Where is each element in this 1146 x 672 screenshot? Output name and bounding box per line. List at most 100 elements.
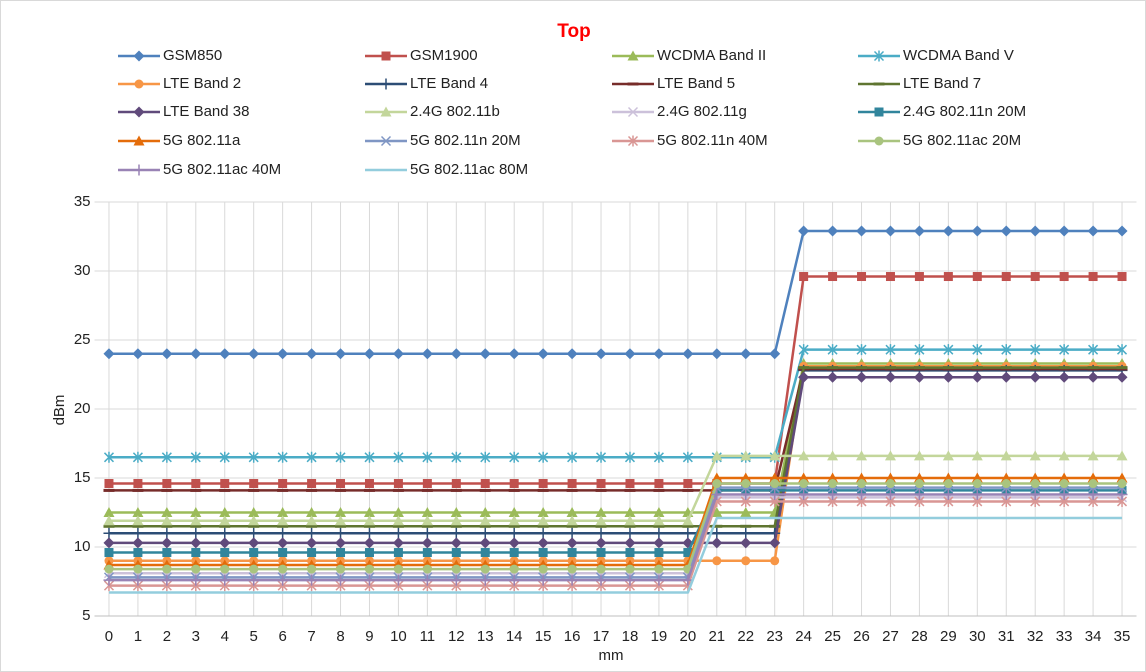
- marker: [538, 451, 549, 463]
- series-line: [108, 454, 1123, 523]
- marker: [1000, 371, 1012, 383]
- marker: [451, 479, 461, 489]
- marker: [277, 574, 289, 586]
- marker: [103, 537, 115, 549]
- marker: [381, 51, 391, 61]
- marker: [392, 574, 404, 586]
- marker: [479, 507, 491, 517]
- y-tick-label: 10: [74, 538, 91, 555]
- marker: [422, 564, 432, 574]
- marker: [161, 515, 173, 526]
- marker: [380, 135, 392, 147]
- marker: [161, 527, 173, 539]
- marker: [740, 527, 752, 539]
- marker: [132, 451, 143, 463]
- marker: [480, 451, 491, 463]
- marker: [913, 489, 925, 501]
- marker: [1116, 344, 1128, 356]
- legend-label: LTE Band 2: [163, 75, 241, 92]
- x-tick-label: 22: [737, 628, 754, 645]
- marker: [335, 527, 347, 539]
- marker: [277, 527, 289, 539]
- x-tick-label: 19: [651, 628, 668, 645]
- legend-item: 5G 802.11ac 20M: [858, 132, 1021, 149]
- x-tick-label: 3: [192, 628, 200, 645]
- series: [103, 450, 1128, 526]
- marker: [306, 537, 318, 549]
- marker: [943, 344, 954, 356]
- marker: [133, 564, 143, 574]
- marker: [653, 537, 665, 549]
- marker: [162, 564, 172, 574]
- marker: [1001, 344, 1012, 356]
- marker: [508, 574, 520, 586]
- marker: [653, 507, 665, 517]
- marker: [595, 451, 607, 463]
- marker: [450, 537, 462, 549]
- marker: [307, 564, 317, 574]
- marker: [248, 507, 260, 517]
- marker: [219, 527, 231, 539]
- marker: [421, 537, 433, 549]
- marker: [1088, 272, 1098, 282]
- marker: [913, 371, 925, 383]
- legend-item: 5G 802.11ac 40M: [118, 161, 281, 178]
- legend-item: 2.4G 802.11b: [365, 103, 500, 120]
- marker: [884, 371, 896, 383]
- marker: [363, 507, 375, 517]
- marker: [421, 507, 433, 517]
- marker: [654, 564, 664, 574]
- marker: [1059, 272, 1069, 282]
- x-tick-label: 32: [1027, 628, 1044, 645]
- marker: [421, 515, 433, 526]
- marker: [566, 348, 578, 360]
- marker: [219, 537, 231, 549]
- marker: [798, 344, 809, 356]
- marker: [161, 348, 173, 360]
- legend-item: LTE Band 4: [365, 75, 488, 92]
- marker: [248, 574, 260, 586]
- marker: [624, 515, 636, 526]
- legend-item: LTE Band 2: [118, 75, 241, 92]
- marker: [336, 479, 346, 489]
- legend-label: WCDMA Band II: [657, 47, 766, 64]
- marker: [1087, 489, 1099, 501]
- marker: [654, 479, 664, 489]
- marker: [219, 507, 231, 517]
- marker: [134, 79, 144, 89]
- marker: [625, 548, 635, 558]
- x-tick-label: 6: [278, 628, 286, 645]
- marker: [306, 451, 317, 463]
- marker: [885, 479, 895, 489]
- marker: [625, 479, 635, 489]
- marker: [1029, 225, 1041, 237]
- marker: [307, 548, 317, 558]
- marker: [451, 564, 461, 574]
- marker: [624, 507, 636, 517]
- marker: [1059, 344, 1070, 356]
- marker: [1088, 344, 1099, 356]
- marker: [190, 574, 202, 586]
- marker: [595, 574, 607, 586]
- marker: [971, 371, 983, 383]
- x-tick-label: 17: [593, 628, 610, 645]
- marker: [595, 348, 607, 360]
- marker: [306, 507, 318, 517]
- marker: [827, 450, 839, 461]
- marker: [306, 515, 318, 526]
- marker: [538, 564, 548, 574]
- marker: [363, 348, 375, 360]
- marker: [711, 450, 723, 461]
- marker: [596, 564, 606, 574]
- x-tick-label: 9: [365, 628, 373, 645]
- marker: [856, 489, 868, 501]
- legend-item: LTE Band 38: [118, 103, 249, 120]
- series-line: [108, 482, 1123, 571]
- marker: [537, 348, 549, 360]
- marker: [769, 348, 781, 360]
- marker: [190, 537, 202, 549]
- marker: [884, 450, 896, 461]
- series-line: [108, 275, 1123, 485]
- marker: [1116, 371, 1128, 383]
